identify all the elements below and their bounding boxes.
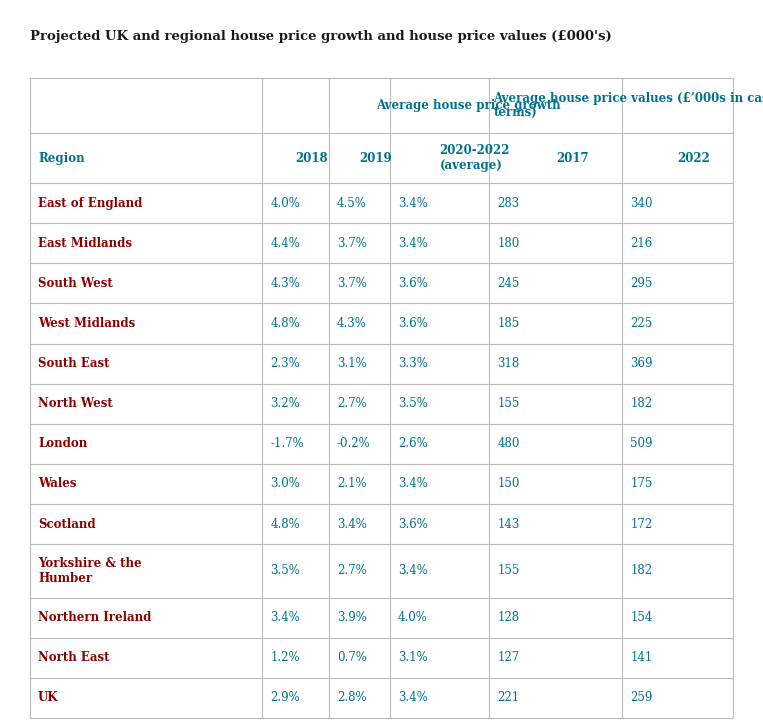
Text: West Midlands: West Midlands [38,317,135,330]
Text: 3.4%: 3.4% [398,692,428,705]
Text: North East: North East [38,652,110,665]
Text: 155: 155 [497,397,520,411]
Text: South West: South West [38,277,113,290]
Text: 2020-2022
(average): 2020-2022 (average) [439,144,510,173]
Text: 3.4%: 3.4% [337,518,367,531]
Text: 150: 150 [497,478,520,491]
Text: East Midlands: East Midlands [38,237,132,250]
Text: Projected UK and regional house price growth and house price values (£000's): Projected UK and regional house price gr… [30,30,612,43]
Text: 2.7%: 2.7% [337,564,367,577]
Text: Northern Ireland: Northern Ireland [38,612,151,624]
Text: 4.4%: 4.4% [271,237,301,250]
Text: 221: 221 [497,692,520,705]
Text: 4.3%: 4.3% [337,317,367,330]
Text: 2017: 2017 [556,151,588,165]
Text: London: London [38,438,87,451]
Text: 2.9%: 2.9% [271,692,300,705]
Text: 2.7%: 2.7% [337,397,367,411]
Text: 143: 143 [497,518,520,531]
Text: 3.1%: 3.1% [337,357,367,370]
Text: North West: North West [38,397,113,411]
Text: 172: 172 [630,518,652,531]
Text: 3.4%: 3.4% [398,197,428,210]
Text: 175: 175 [630,478,652,491]
Text: -1.7%: -1.7% [271,438,304,451]
Text: 259: 259 [630,692,652,705]
Text: Average house price values (£’000s in cash
terms): Average house price values (£’000s in ca… [494,92,763,119]
Text: 180: 180 [497,237,520,250]
Text: 3.4%: 3.4% [398,478,428,491]
Text: 3.4%: 3.4% [271,612,301,624]
Text: 2018: 2018 [296,151,328,165]
Text: Average house price growth: Average house price growth [376,99,561,112]
Text: 2019: 2019 [359,151,392,165]
Text: 3.3%: 3.3% [398,357,428,370]
Text: East of England: East of England [38,197,143,210]
Text: 3.5%: 3.5% [398,397,428,411]
Text: 318: 318 [497,357,520,370]
Text: 3.7%: 3.7% [337,237,367,250]
Text: 155: 155 [497,564,520,577]
Text: 3.9%: 3.9% [337,612,367,624]
Text: 3.6%: 3.6% [398,277,428,290]
Text: 3.4%: 3.4% [398,237,428,250]
Text: 3.6%: 3.6% [398,317,428,330]
Text: 3.2%: 3.2% [271,397,300,411]
Text: 4.8%: 4.8% [271,518,300,531]
Text: 4.8%: 4.8% [271,317,300,330]
Text: 216: 216 [630,237,652,250]
Text: 4.3%: 4.3% [271,277,301,290]
Text: 225: 225 [630,317,652,330]
Text: Scotland: Scotland [38,518,95,531]
Text: 1.2%: 1.2% [271,652,300,665]
Text: Wales: Wales [38,478,76,491]
Text: 509: 509 [630,438,653,451]
Text: 127: 127 [497,652,520,665]
Text: -0.2%: -0.2% [337,438,371,451]
Text: 369: 369 [630,357,653,370]
Text: Yorkshire & the
Humber: Yorkshire & the Humber [38,557,142,585]
Text: South East: South East [38,357,110,370]
Text: 295: 295 [630,277,652,290]
Text: 340: 340 [630,197,653,210]
Text: 245: 245 [497,277,520,290]
Text: 3.1%: 3.1% [398,652,427,665]
Text: 2.1%: 2.1% [337,478,366,491]
Text: 2.6%: 2.6% [398,438,427,451]
Text: 154: 154 [630,612,652,624]
Text: 182: 182 [630,397,652,411]
Text: 2022: 2022 [678,151,710,165]
Text: 3.4%: 3.4% [398,564,428,577]
Text: 185: 185 [497,317,520,330]
Text: 3.7%: 3.7% [337,277,367,290]
Text: 3.6%: 3.6% [398,518,428,531]
Text: 141: 141 [630,652,652,665]
Text: 4.5%: 4.5% [337,197,367,210]
Text: 4.0%: 4.0% [271,197,301,210]
Text: 128: 128 [497,612,520,624]
Text: 3.0%: 3.0% [271,478,301,491]
Text: 2.8%: 2.8% [337,692,366,705]
Text: 4.0%: 4.0% [398,612,428,624]
Text: 182: 182 [630,564,652,577]
Text: UK: UK [38,692,59,705]
Text: 3.5%: 3.5% [271,564,301,577]
Text: 0.7%: 0.7% [337,652,367,665]
Text: 283: 283 [497,197,520,210]
Text: 480: 480 [497,438,520,451]
Text: Region: Region [38,151,85,165]
Text: 2.3%: 2.3% [271,357,300,370]
